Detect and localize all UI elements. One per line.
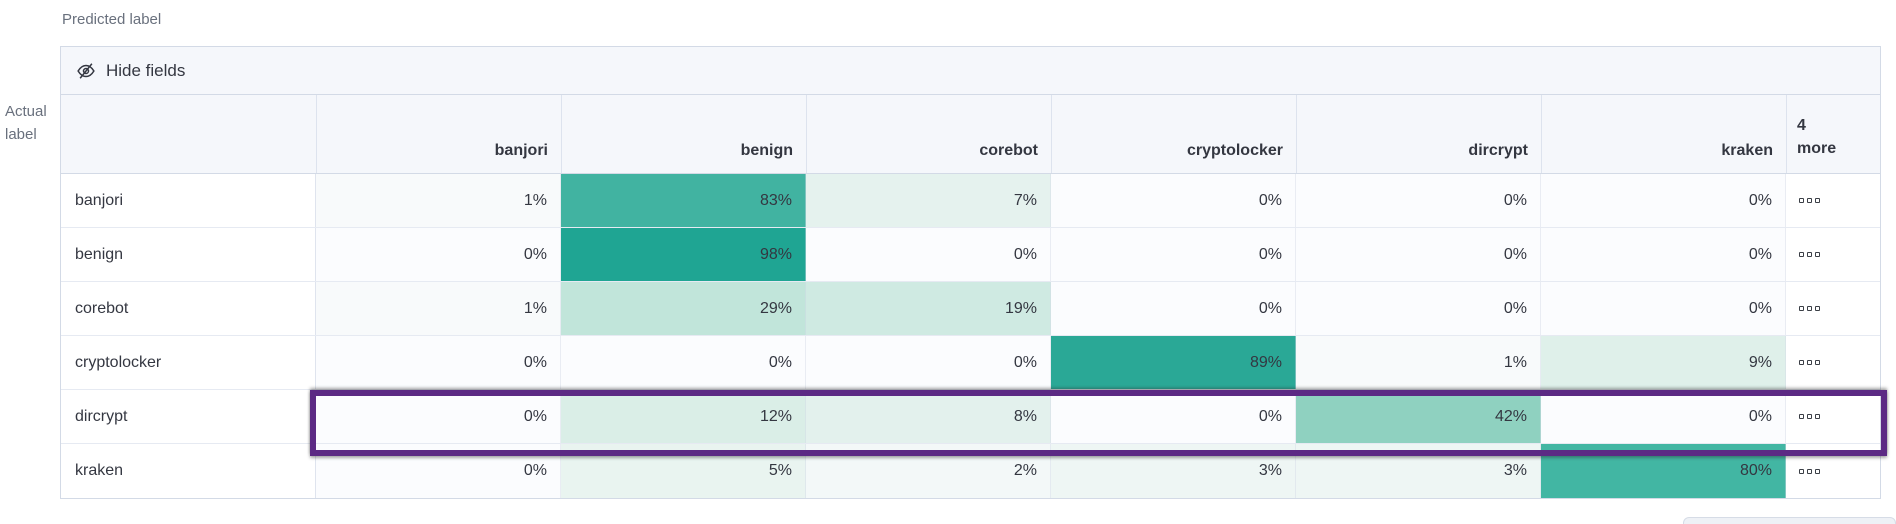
column-header-dircrypt[interactable]: dircrypt: [1296, 95, 1541, 173]
grid-corner-cell: [61, 95, 316, 173]
cell-benign-cryptolocker[interactable]: 0%: [1051, 228, 1296, 281]
row-actions-button[interactable]: [1786, 174, 1880, 227]
row-actions-button[interactable]: [1786, 336, 1880, 389]
column-header-cryptolocker[interactable]: cryptolocker: [1051, 95, 1296, 173]
eye-closed-icon: [76, 61, 96, 81]
boxes-horizontal-icon: [1807, 306, 1812, 311]
boxes-horizontal-icon: [1807, 198, 1812, 203]
cell-dircrypt-benign[interactable]: 12%: [561, 390, 806, 443]
boxes-horizontal-icon: [1799, 306, 1804, 311]
grid-row-banjori: banjori 1% 83% 7% 0% 0% 0%: [61, 174, 1880, 228]
row-label-banjori[interactable]: banjori: [61, 174, 316, 227]
boxes-horizontal-icon: [1799, 414, 1804, 419]
row-actions-button[interactable]: [1786, 444, 1880, 498]
cell-dircrypt-corebot[interactable]: 8%: [806, 390, 1051, 443]
column-header-benign[interactable]: benign: [561, 95, 806, 173]
column-header-kraken[interactable]: kraken: [1541, 95, 1786, 173]
cell-corebot-dircrypt[interactable]: 0%: [1296, 282, 1541, 335]
grid-row-cryptolocker: cryptolocker 0% 0% 0% 89% 1% 9%: [61, 336, 1880, 390]
grid-body: banjori 1% 83% 7% 0% 0% 0% benign 0% 98% 0% 0% 0% 0% c…: [61, 174, 1880, 498]
row-label-dircrypt[interactable]: dircrypt: [61, 390, 316, 443]
boxes-horizontal-icon: [1815, 306, 1820, 311]
boxes-horizontal-icon: [1815, 468, 1820, 474]
row-actions-button[interactable]: [1786, 228, 1880, 281]
column-header-banjori[interactable]: banjori: [316, 95, 561, 173]
cell-benign-banjori[interactable]: 0%: [316, 228, 561, 281]
boxes-horizontal-icon: [1815, 414, 1820, 419]
boxes-horizontal-icon: [1807, 252, 1812, 257]
cell-kraken-banjori[interactable]: 0%: [316, 444, 561, 498]
boxes-horizontal-icon: [1799, 468, 1804, 474]
cell-cryptolocker-corebot[interactable]: 0%: [806, 336, 1051, 389]
cell-kraken-kraken[interactable]: 80%: [1541, 444, 1786, 498]
grid-row-benign: benign 0% 98% 0% 0% 0% 0%: [61, 228, 1880, 282]
cell-dircrypt-kraken[interactable]: 0%: [1541, 390, 1786, 443]
grid-header-row: banjori benign corebot cryptolocker dircrypt…: [61, 95, 1880, 174]
cell-corebot-kraken[interactable]: 0%: [1541, 282, 1786, 335]
boxes-horizontal-icon: [1815, 198, 1820, 203]
hide-fields-label: Hide fields: [106, 60, 186, 80]
boxes-horizontal-icon: [1799, 360, 1804, 365]
predicted-label-axis: Predicted label: [62, 11, 162, 28]
cell-corebot-benign[interactable]: 29%: [561, 282, 806, 335]
boxes-horizontal-icon: [1807, 468, 1812, 474]
cell-corebot-corebot[interactable]: 19%: [806, 282, 1051, 335]
actual-label-axis: Actual label: [5, 103, 47, 144]
boxes-horizontal-icon: [1799, 198, 1804, 203]
row-label-kraken[interactable]: kraken: [61, 444, 316, 498]
cell-kraken-benign[interactable]: 5%: [561, 444, 806, 498]
cell-cryptolocker-dircrypt[interactable]: 1%: [1296, 336, 1541, 389]
column-header-corebot[interactable]: corebot: [806, 95, 1051, 173]
boxes-horizontal-icon: [1815, 252, 1820, 257]
cell-cryptolocker-cryptolocker[interactable]: 89%: [1051, 336, 1296, 389]
cell-cryptolocker-banjori[interactable]: 0%: [316, 336, 561, 389]
cell-benign-dircrypt[interactable]: 0%: [1296, 228, 1541, 281]
cell-cryptolocker-kraken[interactable]: 9%: [1541, 336, 1786, 389]
cell-benign-benign[interactable]: 98%: [561, 228, 806, 281]
cell-banjori-benign[interactable]: 83%: [561, 174, 806, 227]
grid-row-corebot: corebot 1% 29% 19% 0% 0% 0%: [61, 282, 1880, 336]
grid-row-dircrypt: dircrypt 0% 12% 8% 0% 42% 0%: [61, 390, 1880, 444]
row-actions-button[interactable]: [1786, 282, 1880, 335]
cell-benign-kraken[interactable]: 0%: [1541, 228, 1786, 281]
boxes-horizontal-icon: [1815, 360, 1820, 365]
horizontal-scrollbar-thumb[interactable]: [1683, 517, 1896, 524]
boxes-horizontal-icon: [1799, 252, 1804, 257]
column-header-more[interactable]: 4 more: [1786, 95, 1880, 173]
cell-cryptolocker-benign[interactable]: 0%: [561, 336, 806, 389]
cell-kraken-corebot[interactable]: 2%: [806, 444, 1051, 498]
cell-kraken-dircrypt[interactable]: 3%: [1296, 444, 1541, 498]
grid-row-kraken: kraken 0% 5% 2% 3% 3% 80%: [61, 444, 1880, 498]
cell-kraken-cryptolocker[interactable]: 3%: [1051, 444, 1296, 498]
cell-benign-corebot[interactable]: 0%: [806, 228, 1051, 281]
cell-dircrypt-cryptolocker[interactable]: 0%: [1051, 390, 1296, 443]
row-label-corebot[interactable]: corebot: [61, 282, 316, 335]
data-grid: Hide fields banjori benign corebot cryptolo…: [60, 46, 1887, 499]
cell-banjori-cryptolocker[interactable]: 0%: [1051, 174, 1296, 227]
cell-banjori-corebot[interactable]: 7%: [806, 174, 1051, 227]
cell-dircrypt-dircrypt[interactable]: 42%: [1296, 390, 1541, 443]
boxes-horizontal-icon: [1807, 360, 1812, 365]
cell-corebot-cryptolocker[interactable]: 0%: [1051, 282, 1296, 335]
row-actions-button[interactable]: [1786, 390, 1880, 443]
row-label-cryptolocker[interactable]: cryptolocker: [61, 336, 316, 389]
hide-fields-button[interactable]: Hide fields: [61, 61, 185, 81]
row-label-benign[interactable]: benign: [61, 228, 316, 281]
cell-banjori-kraken[interactable]: 0%: [1541, 174, 1786, 227]
cell-banjori-dircrypt[interactable]: 0%: [1296, 174, 1541, 227]
cell-dircrypt-banjori[interactable]: 0%: [316, 390, 561, 443]
boxes-horizontal-icon: [1807, 414, 1812, 419]
cell-banjori-banjori[interactable]: 1%: [316, 174, 561, 227]
grid-toolbar: Hide fields: [61, 47, 1880, 95]
cell-corebot-banjori[interactable]: 1%: [316, 282, 561, 335]
